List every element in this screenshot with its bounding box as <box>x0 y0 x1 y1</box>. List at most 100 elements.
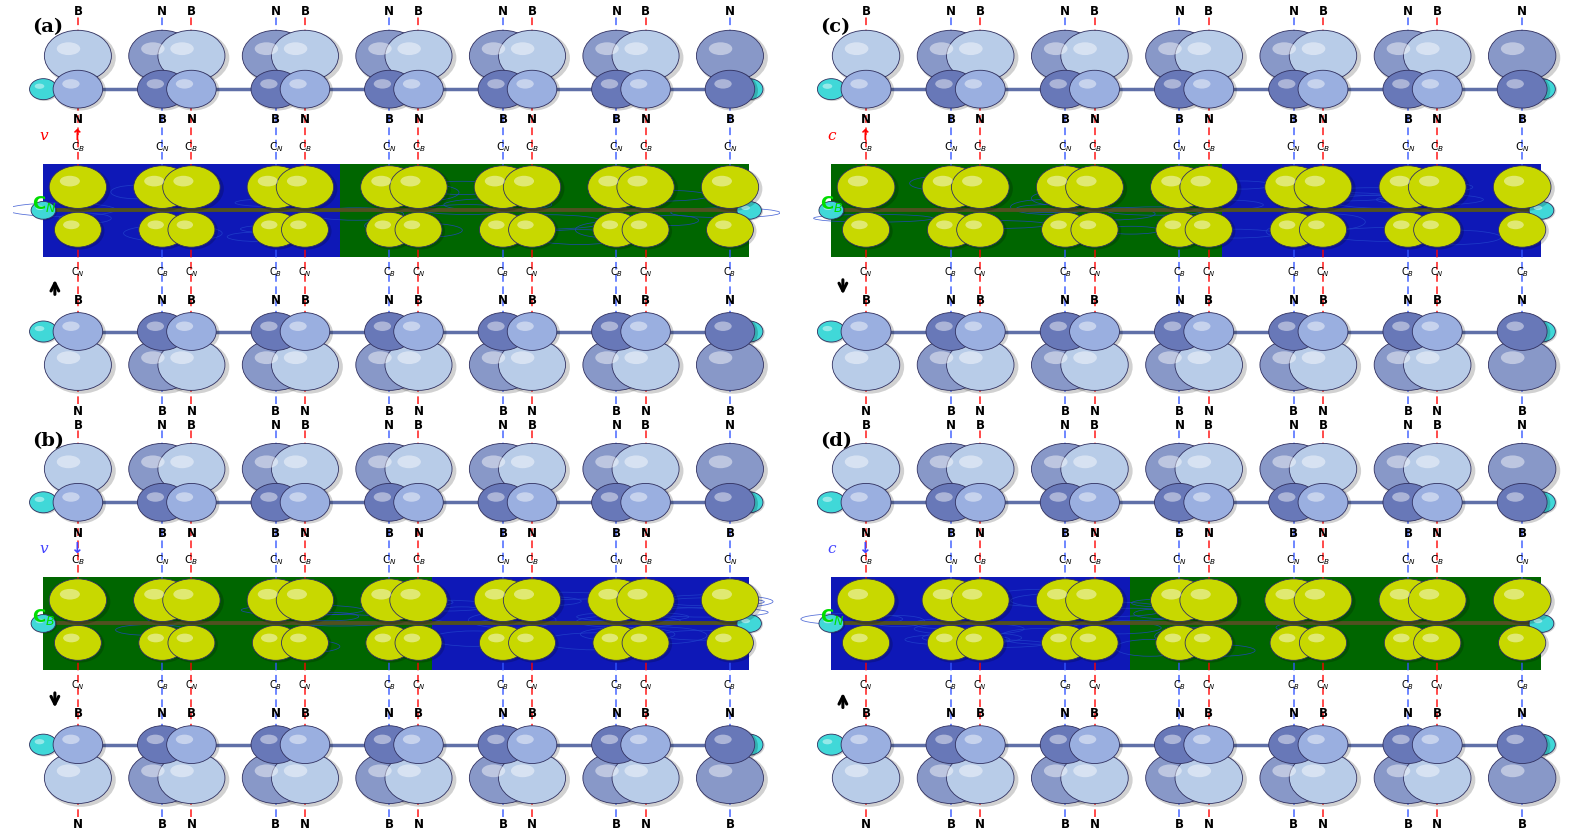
Text: C$_N$: C$_N$ <box>382 140 396 154</box>
Ellipse shape <box>715 322 732 331</box>
Text: B: B <box>498 113 507 127</box>
Ellipse shape <box>1381 580 1441 624</box>
Ellipse shape <box>509 625 555 660</box>
Ellipse shape <box>1146 31 1217 85</box>
Ellipse shape <box>509 71 560 111</box>
Ellipse shape <box>1163 492 1181 502</box>
Ellipse shape <box>1071 625 1117 660</box>
Ellipse shape <box>138 313 190 353</box>
Text: C$_B$: C$_B$ <box>525 553 539 567</box>
Ellipse shape <box>737 615 762 634</box>
Ellipse shape <box>44 753 111 804</box>
Ellipse shape <box>583 30 650 81</box>
Ellipse shape <box>1151 579 1208 622</box>
Ellipse shape <box>139 212 185 247</box>
Ellipse shape <box>404 634 420 643</box>
Text: N: N <box>1319 113 1328 127</box>
Ellipse shape <box>144 176 165 186</box>
Ellipse shape <box>1043 213 1092 250</box>
Text: C$_B$: C$_B$ <box>973 140 987 154</box>
Bar <box>831 577 1130 670</box>
Ellipse shape <box>1289 443 1357 494</box>
Ellipse shape <box>1155 212 1203 247</box>
Text: C$_B$: C$_B$ <box>973 553 987 567</box>
Text: N: N <box>1517 419 1526 432</box>
Ellipse shape <box>168 212 216 247</box>
Ellipse shape <box>596 764 618 777</box>
Ellipse shape <box>838 167 899 211</box>
Ellipse shape <box>707 212 753 247</box>
Ellipse shape <box>135 580 195 624</box>
Ellipse shape <box>834 340 903 394</box>
Ellipse shape <box>1040 70 1090 108</box>
Ellipse shape <box>1159 351 1182 364</box>
Text: C$_B$: C$_B$ <box>1201 140 1216 154</box>
Text: C$_B$: C$_B$ <box>496 678 509 692</box>
Ellipse shape <box>715 735 732 744</box>
Ellipse shape <box>170 351 193 364</box>
Text: C$_N$: C$_N$ <box>859 678 873 692</box>
Ellipse shape <box>708 42 732 55</box>
Text: B: B <box>385 818 393 830</box>
Bar <box>831 577 1542 670</box>
Ellipse shape <box>250 313 301 350</box>
Text: N: N <box>946 419 956 432</box>
Ellipse shape <box>593 71 645 111</box>
Ellipse shape <box>708 455 732 468</box>
Ellipse shape <box>1415 764 1439 777</box>
Bar <box>431 577 750 670</box>
Ellipse shape <box>1384 625 1431 660</box>
Ellipse shape <box>365 71 417 111</box>
Ellipse shape <box>1041 484 1094 524</box>
Ellipse shape <box>168 727 219 766</box>
Ellipse shape <box>1051 634 1067 643</box>
Ellipse shape <box>1300 625 1347 660</box>
Ellipse shape <box>396 213 445 250</box>
Text: B: B <box>946 113 956 127</box>
Ellipse shape <box>705 71 758 111</box>
Bar <box>1222 164 1542 256</box>
Text: C$_N$: C$_N$ <box>639 265 653 279</box>
Ellipse shape <box>247 166 304 209</box>
Ellipse shape <box>403 322 420 331</box>
Ellipse shape <box>1390 589 1411 599</box>
Text: B: B <box>414 419 423 432</box>
Text: v: v <box>40 128 48 142</box>
Ellipse shape <box>1194 634 1211 643</box>
Text: N: N <box>724 419 735 432</box>
Text: C$_B$: C$_B$ <box>945 678 957 692</box>
Ellipse shape <box>281 313 333 353</box>
Ellipse shape <box>1498 625 1545 660</box>
Ellipse shape <box>842 313 891 350</box>
Text: N: N <box>384 419 395 432</box>
Ellipse shape <box>479 71 531 111</box>
Text: C$_B$: C$_B$ <box>639 140 653 154</box>
Ellipse shape <box>390 580 450 624</box>
Ellipse shape <box>1412 313 1463 350</box>
Ellipse shape <box>480 626 529 663</box>
Text: N: N <box>1433 818 1442 830</box>
Ellipse shape <box>255 42 277 55</box>
Text: N: N <box>1403 294 1412 308</box>
Ellipse shape <box>926 313 976 350</box>
Text: C$_N$: C$_N$ <box>943 553 959 567</box>
Text: N: N <box>300 526 311 540</box>
Ellipse shape <box>842 212 889 247</box>
Ellipse shape <box>30 492 57 513</box>
Text: B: B <box>1060 818 1070 830</box>
Ellipse shape <box>176 492 193 502</box>
Ellipse shape <box>583 753 655 807</box>
Ellipse shape <box>1187 42 1211 55</box>
Text: N: N <box>271 419 281 432</box>
Ellipse shape <box>1488 30 1556 81</box>
Ellipse shape <box>158 31 230 85</box>
Text: C$_N$: C$_N$ <box>268 553 284 567</box>
Ellipse shape <box>499 31 571 85</box>
Ellipse shape <box>965 492 983 502</box>
Ellipse shape <box>385 753 452 804</box>
Ellipse shape <box>357 444 428 498</box>
Ellipse shape <box>737 201 761 220</box>
Ellipse shape <box>1076 589 1097 599</box>
Ellipse shape <box>254 213 303 250</box>
Ellipse shape <box>959 42 983 55</box>
